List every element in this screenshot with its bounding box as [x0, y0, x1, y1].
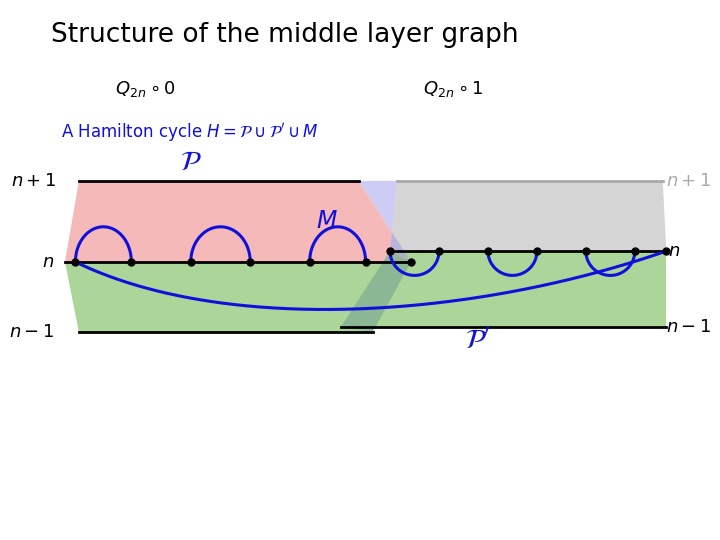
Polygon shape [359, 181, 411, 262]
Text: $n$: $n$ [42, 253, 55, 271]
Text: $n-1$: $n-1$ [9, 323, 55, 341]
Text: $n+1$: $n+1$ [12, 172, 57, 190]
Text: Structure of the middle layer graph: Structure of the middle layer graph [51, 22, 518, 48]
Polygon shape [390, 181, 666, 251]
Polygon shape [341, 251, 411, 332]
Text: $M$: $M$ [316, 210, 338, 233]
Text: $n-1$: $n-1$ [666, 318, 711, 336]
Text: $Q_{2n} \circ 0$: $Q_{2n} \circ 0$ [114, 79, 176, 99]
Text: $\mathcal{P}$: $\mathcal{P}$ [180, 148, 202, 176]
Text: $n$: $n$ [667, 242, 680, 260]
Text: A Hamilton cycle $H = \mathcal{P} \cup \mathcal{P}^\prime \cup M$: A Hamilton cycle $H = \mathcal{P} \cup \… [61, 121, 319, 144]
Polygon shape [65, 262, 411, 332]
Text: $Q_{2n} \circ 1$: $Q_{2n} \circ 1$ [423, 79, 483, 99]
Polygon shape [65, 181, 411, 262]
Text: $\mathcal{P}^\prime$: $\mathcal{P}^\prime$ [464, 326, 490, 354]
Text: $n+1$: $n+1$ [666, 172, 711, 190]
Polygon shape [341, 251, 666, 327]
